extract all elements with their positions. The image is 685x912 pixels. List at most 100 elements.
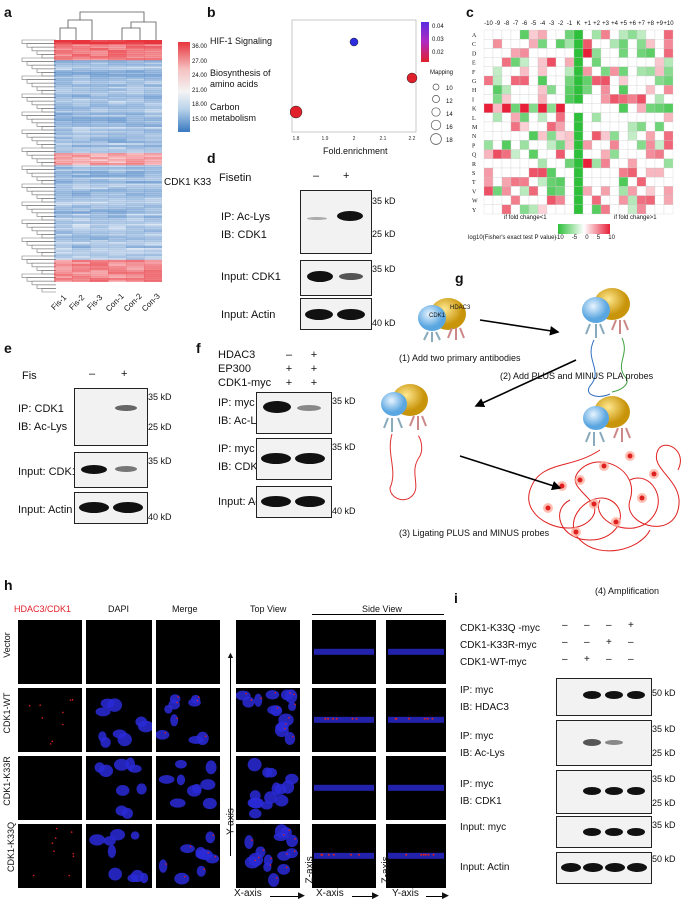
motif-cell: [555, 121, 566, 132]
motif-cell: [636, 204, 647, 215]
heatmap-cell: [144, 279, 162, 282]
construct-name: CDK1-WT-myc: [460, 657, 527, 668]
nucleus: [125, 757, 136, 771]
colorbar-tick: 24.00: [192, 73, 208, 80]
heatmap-cell: [54, 233, 73, 236]
motif-cell: [645, 48, 656, 58]
motif-cell: [546, 195, 557, 205]
size-legend-circle: [432, 95, 440, 103]
heatmap-cell: [90, 80, 109, 83]
x-tick-label: 1.8: [293, 136, 300, 142]
heatmap-cell: [108, 267, 127, 271]
heatmap-cell: [126, 211, 145, 214]
heatmap-cell: [126, 62, 145, 65]
heatmap-cell: [126, 175, 145, 178]
motif-cell: [573, 94, 584, 104]
pla-signal: [327, 717, 330, 720]
blot-band: [113, 502, 143, 513]
pla-signal: [276, 707, 279, 709]
heatmap-cell: [126, 231, 145, 234]
heatmap-cell: [54, 177, 73, 180]
heatmap-cell: [72, 187, 91, 190]
motif-cell: [663, 195, 674, 205]
heatmap-cell: [54, 217, 73, 220]
dapi-micrograph: [86, 688, 152, 752]
heatmap-cell: [108, 126, 127, 130]
heatmap-cell: [108, 269, 127, 273]
heatmap-cell: [126, 150, 145, 154]
heatmap-cell: [126, 90, 145, 93]
heatmap-cell: [90, 259, 109, 263]
rca-spot-core: [573, 529, 579, 535]
heatmap-cell: [144, 94, 162, 97]
blot-labels: IP: myc IB: HDAC3: [460, 682, 509, 716]
motif-cell: [510, 195, 521, 205]
dendrogram-branch: [26, 169, 56, 174]
heatmap-cell: [54, 207, 73, 210]
size-legend-labels: 10 12 14 16 18: [446, 83, 453, 148]
motif-cell: [492, 204, 503, 215]
motif-cell: [492, 149, 503, 159]
heatmap-cell: [72, 122, 91, 125]
motif-cell: [492, 186, 503, 196]
row-label: I: [472, 97, 474, 103]
motif-cell: [609, 29, 620, 40]
heatmap-cell: [90, 68, 109, 71]
nucleus: [244, 856, 260, 869]
motif-cell: [528, 121, 539, 132]
heatmap-cell: [72, 241, 91, 244]
pla-signal: [424, 853, 427, 856]
axis-label: Z-axis: [304, 856, 316, 884]
dendrogram-branch: [21, 201, 56, 206]
data-point: [349, 37, 359, 47]
motif-cell: [528, 149, 539, 159]
nucleus: [267, 705, 282, 715]
motif-cell: [645, 39, 656, 49]
motif-cell: [537, 75, 548, 86]
motif-cell: [555, 75, 566, 86]
heatmap-cell: [144, 271, 162, 275]
motif-cell: [519, 121, 530, 132]
heatmap-cell: [126, 233, 145, 236]
column-label: -5: [531, 21, 537, 27]
heatmap-cell: [126, 253, 145, 257]
heatmap-cell: [108, 116, 127, 119]
motif-cell: [555, 103, 566, 113]
motif-cell: [492, 29, 503, 40]
heatmap-cell: [108, 48, 127, 51]
heatmap-cell: [72, 58, 91, 61]
motif-cell: [546, 131, 557, 141]
heatmap-cell: [144, 82, 162, 85]
pla-probe: [588, 339, 611, 397]
heatmap-cell: [90, 64, 109, 67]
motif-cell: [573, 103, 584, 113]
mw-marker: 35 kD: [332, 442, 356, 452]
heatmap-cell: [108, 40, 127, 43]
heatmap-cell: [72, 102, 91, 105]
motif-cell: [537, 112, 548, 123]
heatmap-cell: [90, 92, 109, 95]
heatmap-cell: [54, 98, 73, 101]
heatmap-cell: [72, 134, 91, 138]
western-blot: [74, 492, 148, 524]
step3-complex: [381, 384, 428, 501]
heatmap-cell: [108, 70, 127, 73]
heatmap-cell: [126, 142, 145, 146]
motif-cell: [483, 29, 494, 40]
motif-cell: [528, 39, 539, 49]
heatmap-cell: [54, 239, 73, 242]
nucleus: [158, 859, 168, 873]
motif-cell: [663, 29, 674, 40]
motif-cell: [591, 29, 602, 40]
heatmap-cell: [54, 126, 73, 130]
heatmap-cell: [144, 181, 162, 184]
heatmap-cell: [90, 173, 109, 176]
motif-cell: [582, 39, 593, 49]
motif-cell: [591, 103, 602, 113]
heatmap-cell: [126, 120, 145, 123]
motif-cell: [591, 204, 602, 215]
motif-cell: [501, 85, 512, 95]
heatmap-cell: [108, 223, 127, 226]
pla-signal: [294, 703, 296, 706]
heatmap-cell: [108, 44, 127, 47]
